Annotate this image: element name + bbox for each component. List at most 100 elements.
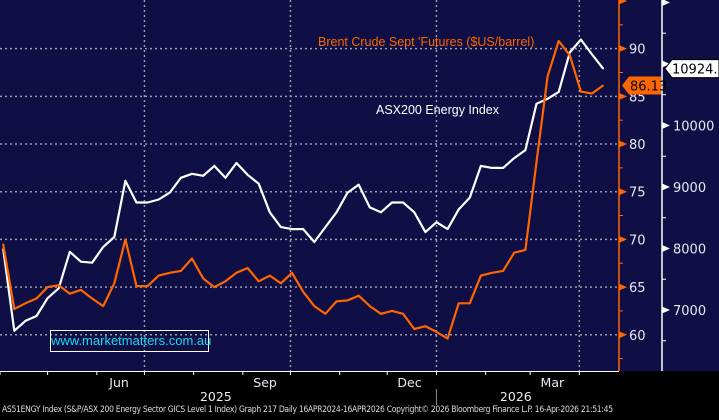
- data-point: [24, 320, 27, 322]
- data-point: [457, 208, 460, 211]
- data-point: [546, 75, 549, 78]
- asx-last-value-badge: [664, 59, 719, 79]
- data-point: [513, 251, 516, 254]
- data-point: [35, 297, 38, 300]
- left-axis-tick-arrow: [619, 0, 627, 5]
- data-point: [346, 191, 349, 194]
- watermark: www.marketmatters.com.au: [50, 330, 211, 352]
- x-axis-month-label: Sep: [253, 375, 277, 390]
- data-point: [124, 238, 127, 241]
- data-point: [180, 270, 182, 272]
- brent-last-value-badge: [622, 76, 661, 95]
- data-point: [257, 182, 260, 185]
- data-point: [457, 302, 460, 305]
- left-axis-tick-label: 75: [629, 186, 646, 201]
- data-point: [69, 292, 71, 295]
- data-point: [557, 91, 560, 93]
- data-point: [502, 167, 504, 169]
- data-point: [169, 271, 171, 274]
- right-axis-tick-arrow: [662, 183, 670, 191]
- data-point: [191, 257, 193, 260]
- data-point: [291, 228, 293, 230]
- right-axis-tick-arrow: [662, 0, 670, 6]
- data-point: [224, 280, 227, 283]
- data-point: [24, 302, 27, 305]
- data-point: [435, 331, 438, 333]
- data-point: [535, 161, 538, 163]
- data-point: [113, 282, 116, 285]
- x-axis-month-label: Jun: [108, 375, 129, 390]
- x-axis-year-label: 2025: [200, 389, 232, 404]
- data-point: [213, 165, 216, 167]
- data-point: [546, 98, 549, 100]
- data-point: [469, 302, 471, 305]
- data-point: [413, 211, 416, 214]
- data-point: [602, 67, 604, 70]
- brent-last-value: 86.13: [630, 80, 667, 95]
- right-axis-tick-label: 9000: [673, 181, 706, 196]
- data-point: [135, 201, 138, 204]
- data-point: [535, 102, 538, 105]
- data-point: [146, 201, 149, 204]
- data-point: [146, 285, 149, 287]
- data-point: [524, 249, 527, 251]
- right-axis-tick-label: 10000: [673, 119, 714, 134]
- left-axis-tick-label: 90: [629, 43, 646, 58]
- data-point: [157, 198, 160, 201]
- left-axis-tick-arrow: [619, 140, 627, 148]
- data-point: [2, 243, 4, 245]
- right-axis-tick-arrow: [662, 306, 670, 314]
- asx-annotation: ASX200 Energy Index: [376, 103, 500, 117]
- data-point: [424, 325, 427, 327]
- data-point: [524, 149, 527, 151]
- data-point: [291, 271, 293, 274]
- data-point: [57, 284, 60, 286]
- data-point: [280, 282, 282, 285]
- left-axis-tick-arrow: [619, 235, 627, 243]
- left-axis-tick-arrow: [619, 45, 627, 53]
- data-point: [491, 271, 493, 274]
- data-point: [591, 53, 593, 56]
- data-point: [235, 162, 238, 164]
- x-axis-month-label: Dec: [397, 375, 421, 390]
- data-point: [480, 274, 482, 277]
- data-point: [302, 228, 304, 230]
- data-point: [480, 165, 482, 167]
- data-point: [391, 310, 393, 312]
- data-point: [169, 191, 171, 194]
- data-point: [35, 315, 38, 317]
- brent-annotation: Brent Crude Sept 'Futures ($US/barrel): [318, 35, 534, 49]
- data-point: [91, 261, 93, 264]
- data-point: [513, 157, 516, 159]
- x-axis-month-label: Mar: [541, 375, 565, 390]
- data-point: [124, 179, 127, 182]
- data-point: [380, 312, 382, 315]
- data-point: [135, 285, 138, 287]
- data-point: [46, 297, 49, 300]
- data-point: [580, 90, 582, 93]
- data-point: [391, 201, 393, 204]
- data-point: [413, 328, 416, 330]
- data-point: [302, 291, 304, 293]
- data-point: [202, 175, 204, 177]
- left-axis-tick-label: 60: [629, 329, 646, 344]
- data-point: [269, 211, 271, 214]
- data-point: [591, 92, 593, 95]
- data-point: [102, 305, 104, 307]
- data-point: [435, 221, 438, 224]
- data-point: [46, 286, 49, 288]
- data-point: [224, 177, 227, 179]
- data-point: [202, 277, 204, 280]
- data-point: [324, 312, 327, 315]
- data-point: [213, 286, 216, 288]
- footer-source: AS51ENGY Index (S&P/ASX 200 Energy Secto…: [2, 405, 613, 415]
- data-point: [557, 40, 560, 42]
- data-point: [102, 246, 104, 248]
- data-point: [369, 206, 371, 209]
- data-point: [424, 231, 427, 233]
- data-point: [402, 201, 404, 204]
- asx-last-value: 10924.2: [672, 63, 719, 78]
- data-point: [57, 287, 60, 290]
- right-axis-tick-arrow: [662, 121, 670, 129]
